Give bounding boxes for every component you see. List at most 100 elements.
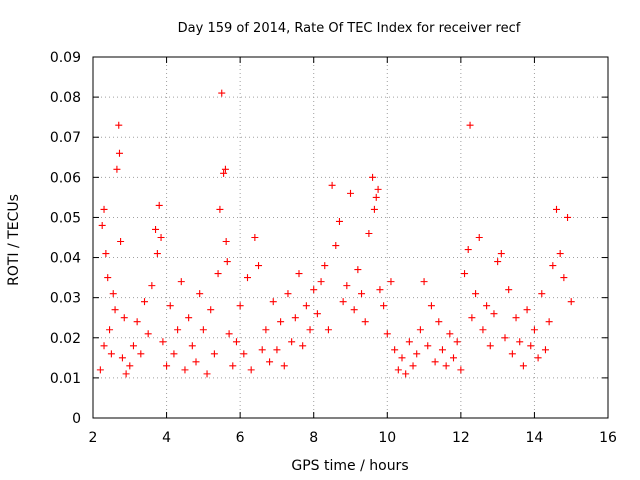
data-point — [236, 302, 244, 310]
data-point — [416, 326, 424, 334]
data-point — [527, 342, 535, 350]
data-point — [541, 346, 549, 354]
data-point — [122, 370, 130, 378]
data-point — [137, 350, 145, 358]
x-tick-label: 14 — [526, 430, 544, 446]
y-tick-label: 0 — [72, 411, 81, 427]
data-point — [98, 221, 106, 229]
data-point — [497, 250, 505, 258]
data-point — [376, 286, 384, 294]
data-point — [466, 121, 474, 129]
data-point — [347, 189, 354, 197]
plot-frame — [92, 56, 609, 419]
data-point — [288, 338, 296, 346]
data-point — [188, 342, 196, 350]
data-point — [280, 362, 288, 370]
data-point — [96, 366, 104, 374]
data-point — [332, 242, 340, 250]
data-point — [534, 354, 542, 362]
data-point — [560, 274, 568, 282]
data-point — [107, 350, 115, 358]
data-point — [354, 266, 362, 274]
data-point — [486, 342, 494, 350]
data-point — [370, 205, 378, 213]
data-point — [516, 338, 524, 346]
data-point — [118, 354, 126, 362]
data-point — [181, 366, 189, 374]
data-point — [475, 234, 483, 241]
data-point — [472, 290, 480, 298]
data-point — [424, 342, 432, 350]
data-point — [442, 362, 450, 370]
data-point — [464, 246, 472, 254]
data-point — [523, 306, 531, 314]
data-point — [324, 326, 332, 334]
data-point — [387, 278, 395, 286]
data-point — [446, 330, 454, 338]
data-point — [501, 334, 509, 342]
data-point — [457, 366, 465, 374]
data-point — [163, 362, 171, 370]
data-point — [494, 258, 502, 266]
data-point — [115, 149, 123, 157]
data-point — [431, 358, 439, 366]
data-point — [372, 193, 380, 201]
data-point — [530, 326, 538, 334]
data-point — [328, 181, 336, 189]
data-point — [299, 342, 307, 350]
data-point — [157, 234, 165, 241]
data-point — [144, 330, 152, 338]
data-point — [269, 298, 277, 306]
data-point — [402, 370, 410, 378]
data-point — [564, 213, 572, 221]
data-point — [365, 229, 373, 237]
data-point — [221, 165, 229, 173]
data-point — [453, 338, 461, 346]
data-point — [519, 362, 527, 370]
chart-title: Day 159 of 2014, Rate Of TEC Index for r… — [178, 21, 521, 36]
y-axis-label: ROTI / TECUs — [6, 194, 22, 286]
data-point — [490, 310, 498, 318]
data-point — [438, 346, 446, 354]
data-point — [113, 165, 121, 173]
data-point — [218, 89, 226, 97]
y-tick-label: 0.08 — [50, 90, 81, 106]
y-tick-label: 0.09 — [50, 50, 81, 66]
data-point — [210, 350, 218, 358]
data-point — [117, 238, 125, 246]
data-point — [153, 250, 161, 258]
data-point — [538, 290, 546, 298]
data-point — [232, 338, 240, 346]
data-point — [115, 121, 123, 129]
data-point — [291, 314, 299, 322]
data-point — [255, 262, 263, 270]
x-tick-label: 8 — [309, 430, 318, 446]
data-point — [553, 205, 560, 213]
data-point — [306, 326, 314, 334]
data-point — [192, 358, 200, 366]
data-point — [545, 318, 553, 326]
data-point — [335, 217, 343, 225]
data-point — [358, 290, 366, 298]
y-tick-label: 0.06 — [50, 170, 81, 186]
y-tick-label: 0.04 — [50, 251, 81, 267]
data-point — [262, 326, 270, 334]
y-tick-labels: 0 0.01 0.02 0.03 0.04 0.05 0.06 0.07 0.08 0.09 — [50, 50, 81, 427]
x-tick-label: 12 — [452, 430, 470, 446]
axis-ticks — [92, 56, 609, 419]
data-point — [435, 318, 443, 326]
data-point — [152, 225, 160, 233]
data-point — [120, 314, 128, 322]
data-point — [170, 350, 178, 358]
data-point — [317, 278, 325, 286]
grid — [93, 57, 608, 418]
data-point — [295, 270, 303, 278]
data-point — [413, 350, 421, 358]
data-point — [104, 274, 112, 282]
data-point — [109, 290, 117, 298]
data-point — [106, 326, 114, 334]
data-point — [174, 326, 182, 334]
data-point — [468, 314, 476, 322]
x-tick-label: 4 — [162, 430, 171, 446]
